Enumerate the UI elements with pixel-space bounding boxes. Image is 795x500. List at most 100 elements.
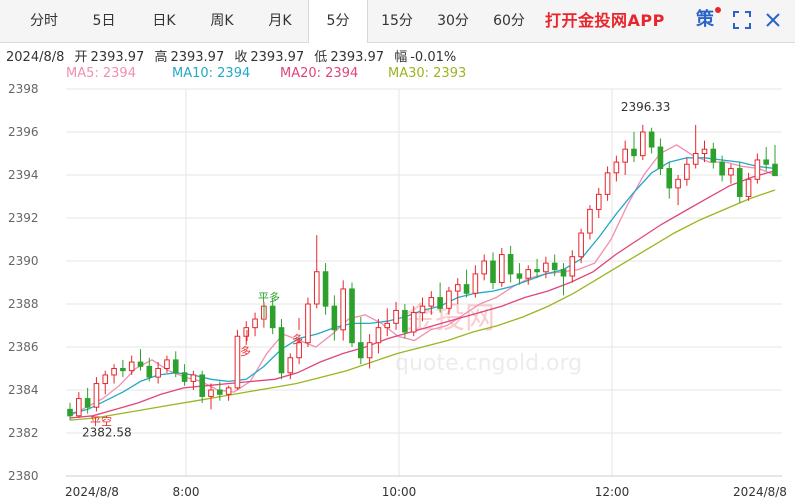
candle-body: [472, 273, 479, 294]
candle: [666, 162, 673, 199]
candle-body: [375, 327, 382, 344]
candle-body: [692, 153, 699, 165]
candle-body: [569, 256, 576, 277]
candle-body: [666, 168, 673, 189]
candle: [675, 175, 681, 206]
info-close-value: 2393.97: [250, 50, 305, 65]
candle-body: [84, 398, 91, 408]
tab-daily-k[interactable]: 日K: [152, 13, 176, 29]
open-app-link[interactable]: 打开金投网APP: [545, 11, 665, 30]
candle: [622, 140, 628, 175]
candle: [340, 280, 346, 341]
candle: [736, 162, 743, 203]
watermark-url: quote.cngold.org: [395, 351, 582, 376]
ohlc-info-bar: 2024/8/8 开 2393.97 高 2393.97 收 2393.97 低 239…: [6, 46, 462, 65]
y-tick-label: 2392: [8, 211, 39, 225]
candle: [296, 338, 302, 365]
candle-body: [657, 146, 664, 170]
candle-body: [217, 389, 223, 395]
candle-body: [587, 208, 593, 234]
candle: [578, 228, 584, 264]
candle-body: [366, 342, 373, 359]
candle-body: [93, 383, 100, 408]
candle: [120, 359, 126, 378]
candle: [516, 263, 523, 285]
candle-body: [349, 288, 355, 344]
candle-body: [428, 297, 435, 307]
candle: [763, 147, 769, 171]
x-axis-labels: 2024/8/8 8:00 10:00 12:00 2024/8/8: [65, 485, 787, 499]
candle: [569, 250, 576, 283]
tab-weekly-k[interactable]: 周K: [210, 13, 234, 29]
candle-body: [684, 163, 690, 180]
tab-15-min[interactable]: 15分: [381, 13, 413, 29]
candle-body: [67, 408, 73, 417]
candle: [507, 245, 514, 283]
ce-icon[interactable]: 策: [696, 7, 721, 31]
candle-body: [243, 327, 250, 337]
tab-intraday[interactable]: 分时: [30, 13, 58, 29]
candle-body: [313, 271, 320, 305]
candle-body: [648, 131, 655, 148]
ma5-legend: MA5: 2394: [66, 66, 136, 81]
candle: [648, 127, 655, 154]
candle-body: [534, 269, 540, 273]
candle: [358, 316, 364, 365]
y-tick-label: 2394: [8, 168, 39, 182]
candle-body: [120, 368, 126, 372]
candle-body: [208, 389, 214, 397]
candle: [111, 364, 117, 384]
tab-5-min[interactable]: 5分: [308, 0, 368, 43]
candle: [463, 269, 470, 298]
candle-body: [551, 262, 558, 271]
candle: [331, 295, 338, 341]
candle-body: [595, 193, 602, 210]
tab-30-min[interactable]: 30分: [437, 13, 469, 29]
y-tick-label: 2398: [8, 82, 39, 96]
candle-body: [754, 159, 761, 180]
fullscreen-icon[interactable]: [731, 9, 753, 31]
candle-body: [331, 305, 338, 331]
tab-monthly-k[interactable]: 月K: [268, 13, 292, 29]
candle-body: [772, 163, 778, 177]
candle-body: [463, 284, 470, 294]
ma5-line: [69, 144, 776, 417]
ma10-legend: MA10: 2394: [172, 66, 251, 81]
candle: [710, 142, 717, 169]
candle-body: [516, 273, 523, 279]
candle-body: [384, 322, 391, 329]
candle: [287, 353, 294, 380]
candle: [349, 282, 355, 347]
tab-60-min[interactable]: 60分: [493, 13, 525, 29]
candle-body: [719, 161, 725, 176]
notification-dot: [715, 7, 721, 13]
candle: [454, 278, 461, 304]
candle-body: [128, 361, 135, 372]
tab-5-day[interactable]: 5日: [92, 13, 116, 29]
candle-body: [322, 271, 329, 307]
trade-signal-label: 多: [292, 332, 303, 346]
info-high-value: 2393.97: [170, 50, 225, 65]
info-close-label: 收: [234, 50, 248, 65]
candle: [164, 355, 170, 373]
candle-body: [613, 161, 620, 174]
y-tick-label: 2386: [8, 340, 39, 354]
candle: [613, 155, 620, 182]
candle-body: [745, 178, 752, 198]
candle: [631, 132, 637, 163]
y-tick-label: 2396: [8, 125, 39, 139]
candle: [657, 138, 664, 175]
candle-body: [181, 372, 188, 382]
candle: [146, 357, 153, 382]
trade-signal-label: 平空: [90, 414, 112, 428]
candle-body: [287, 357, 294, 374]
candle-body: [410, 312, 417, 333]
candle: [446, 286, 452, 315]
candle: [640, 124, 646, 160]
chart-grid: [66, 88, 782, 477]
candle: [243, 321, 250, 345]
candle-body: [710, 148, 717, 163]
close-icon[interactable]: [762, 9, 784, 31]
